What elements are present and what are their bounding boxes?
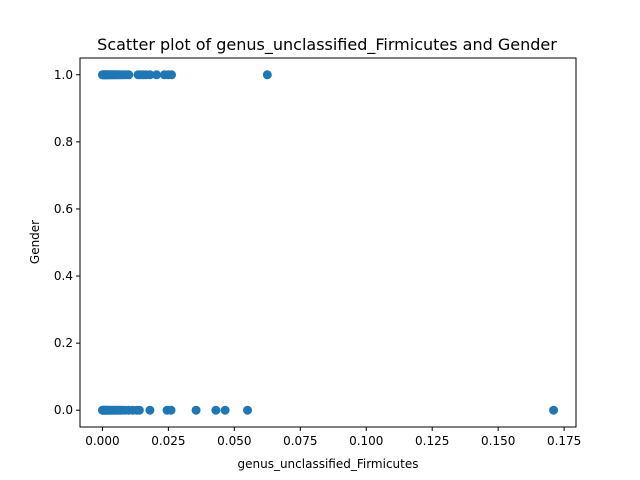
data-point [152,70,162,80]
x-axis-label: genus_unclassified_Firmicutes [237,457,418,471]
data-point [220,405,230,415]
y-axis-label: Gender [28,220,42,264]
y-tick-label: 0.6 [54,202,73,216]
data-points [97,70,559,415]
data-point [243,405,253,415]
plot-area [80,58,576,427]
y-tick-label: 0.2 [54,336,73,350]
x-tick-label: 0.175 [547,434,581,448]
data-point [134,405,144,415]
x-tick-label: 0.125 [415,434,449,448]
y-tick-label: 0.8 [54,135,73,149]
data-point [549,405,559,415]
chart-title: Scatter plot of genus_unclassified_Firmi… [97,35,557,55]
y-axis-ticks: 0.0 0.2 0.4 0.6 0.8 1.0 [54,68,80,417]
y-tick-label: 0.4 [54,269,73,283]
data-point [145,70,155,80]
plot-frame [79,57,577,428]
data-point [166,405,176,415]
x-tick-label: 0.075 [283,434,317,448]
x-tick-label: 0.000 [85,434,119,448]
x-tick-label: 0.150 [481,434,515,448]
y-tick-label: 1.0 [54,68,73,82]
x-tick-label: 0.025 [151,434,185,448]
data-point [167,70,177,80]
data-point [191,405,201,415]
x-tick-label: 0.050 [217,434,251,448]
x-axis-ticks: 0.000 0.025 0.050 0.075 0.100 0.125 0.150 0.175 [85,427,581,448]
data-point [124,70,134,80]
data-point [211,405,221,415]
data-point [262,70,272,80]
x-tick-label: 0.100 [349,434,383,448]
data-point [145,405,155,415]
y-tick-label: 0.0 [54,403,73,417]
